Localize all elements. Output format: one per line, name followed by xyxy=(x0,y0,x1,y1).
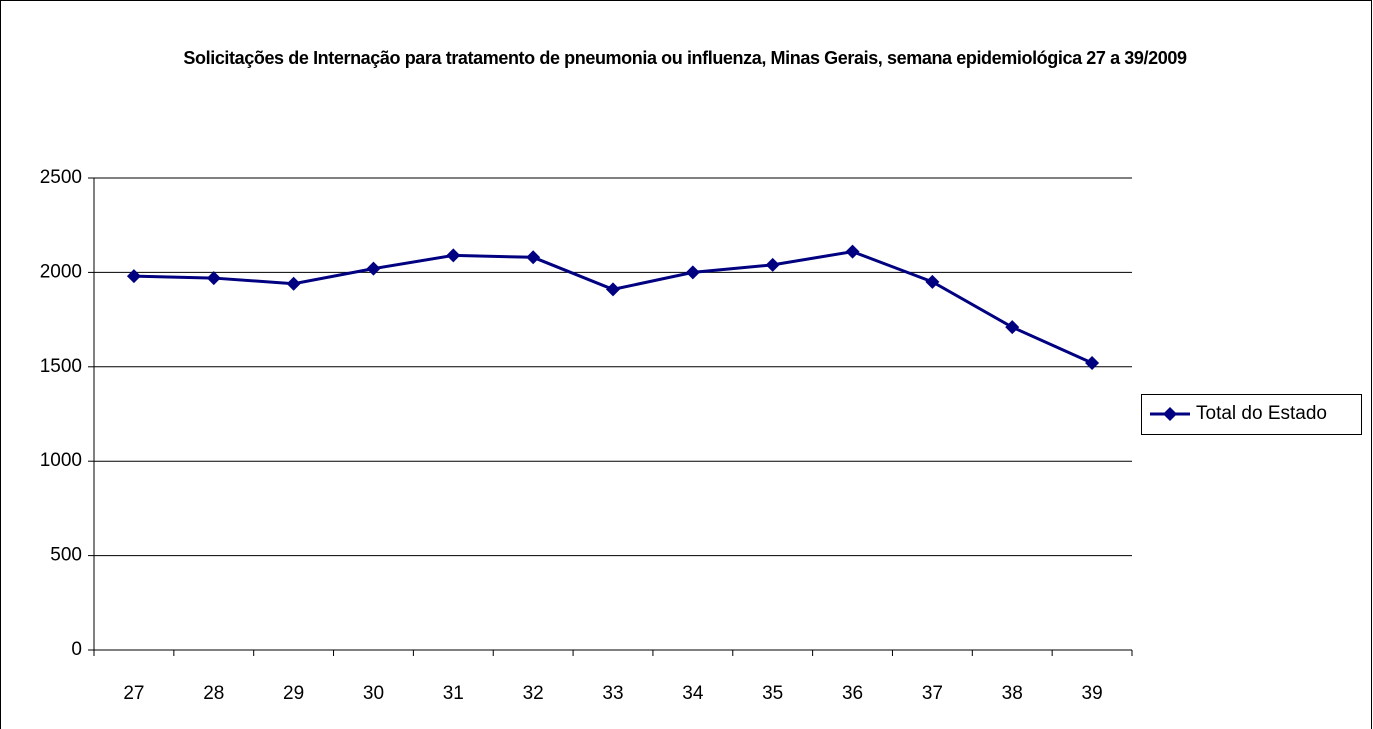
x-tick-label: 34 xyxy=(682,683,704,704)
x-tick-label: 32 xyxy=(523,683,544,704)
x-tick-label: 38 xyxy=(1002,683,1023,704)
marker xyxy=(286,276,301,291)
marker xyxy=(685,265,700,280)
line xyxy=(133,250,1093,365)
x-tick-label: 39 xyxy=(1082,683,1103,704)
marker xyxy=(765,257,780,272)
marker xyxy=(925,274,940,289)
marker xyxy=(206,271,221,286)
x-tick-label: 37 xyxy=(922,683,943,704)
x-tick-label: 33 xyxy=(602,683,623,704)
marker xyxy=(446,248,461,263)
y-tick-label: 2500 xyxy=(40,167,82,188)
x-tick-label: 28 xyxy=(203,683,224,704)
marker xyxy=(126,269,141,284)
marker xyxy=(606,282,620,297)
y-tick-label: 1500 xyxy=(40,356,82,377)
marker xyxy=(526,250,541,265)
x-tick-label: 29 xyxy=(283,683,304,704)
marker xyxy=(1163,407,1177,421)
y-tick-label: 0 xyxy=(71,639,82,660)
y-tick-label: 1000 xyxy=(40,450,82,471)
y-tick-label: 2000 xyxy=(40,261,82,282)
chart-title: Solicitações de Internação para tratamen… xyxy=(183,48,1187,68)
x-tick-label: 36 xyxy=(842,683,863,704)
marker xyxy=(1085,356,1100,371)
x-tick-label: 35 xyxy=(762,683,783,704)
marker xyxy=(845,244,860,259)
marker xyxy=(366,261,381,276)
x-tick-label: 30 xyxy=(363,683,384,704)
marker xyxy=(1005,320,1020,335)
x-tick-label: 31 xyxy=(443,683,464,704)
legend-label: Total do Estado xyxy=(1196,403,1327,424)
y-tick-label: 500 xyxy=(50,545,82,566)
x-tick-label: 27 xyxy=(123,683,144,704)
